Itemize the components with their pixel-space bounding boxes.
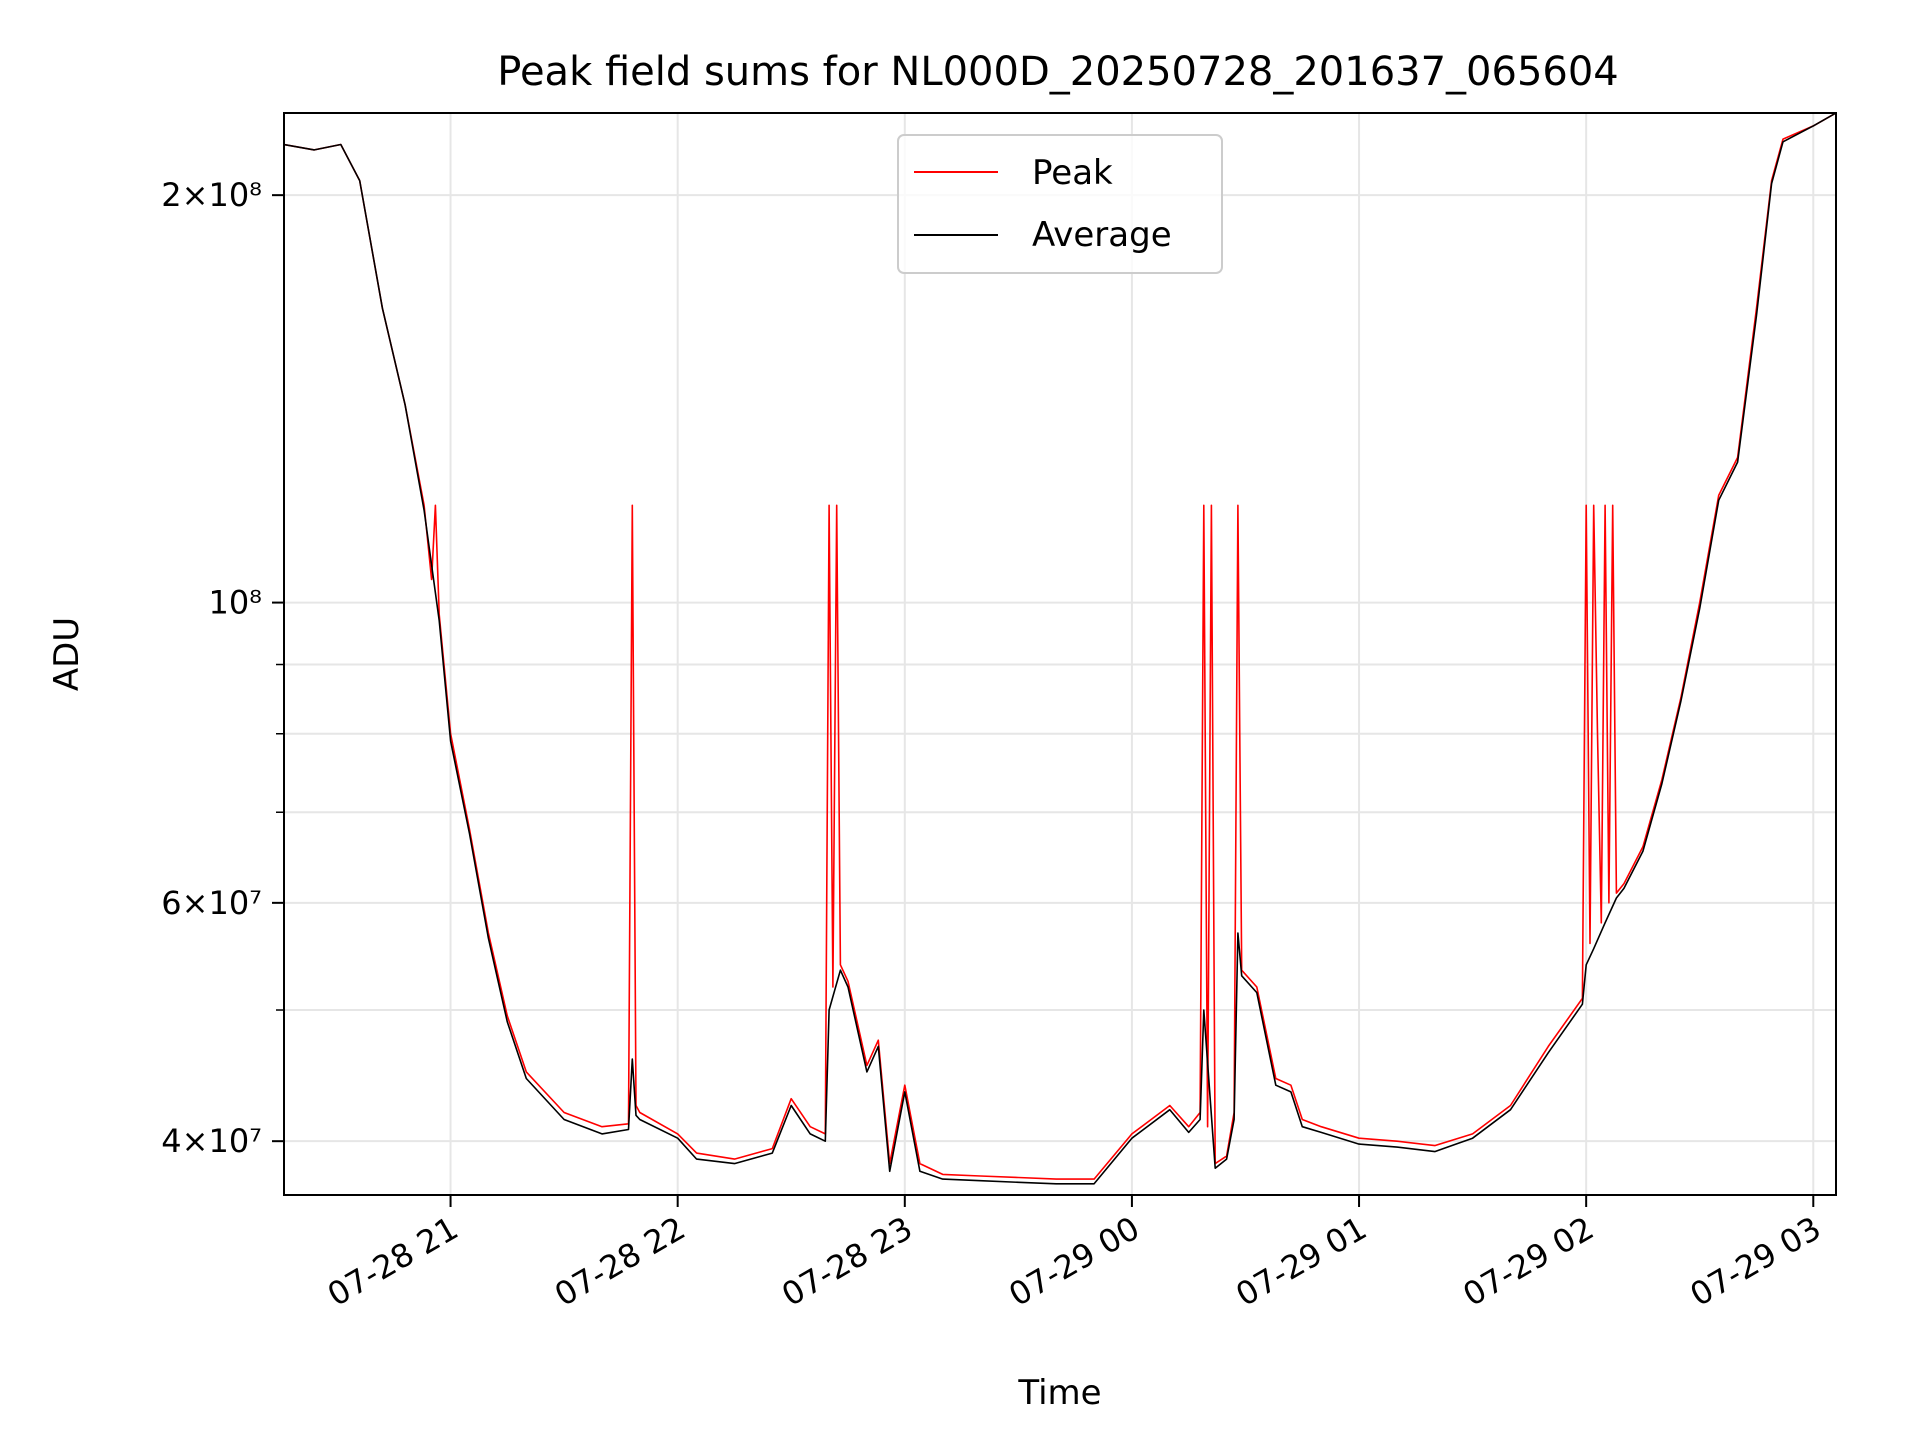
- series-line-peak: [284, 113, 1836, 1180]
- series-line-average: [284, 113, 1836, 1185]
- x-axis-label: Time: [1017, 1373, 1101, 1413]
- y-axis-label: ADU: [47, 617, 87, 691]
- grid: [284, 113, 1836, 1195]
- y-tick-label: 6×10⁷: [161, 884, 262, 922]
- legend: Peak Average: [897, 134, 1223, 274]
- legend-label-peak: Peak: [1032, 153, 1113, 193]
- y-tick-label: 2×10⁸: [161, 176, 262, 214]
- series-layer: [284, 113, 1836, 1185]
- legend-box: [897, 134, 1223, 274]
- y-axis: 2×10⁸ 10⁸ 6×10⁷ 4×10⁷: [161, 176, 284, 1160]
- legend-label-average: Average: [1032, 215, 1172, 255]
- plot-frame: [283, 112, 1837, 1196]
- y-tick-label: 10⁸: [208, 584, 262, 622]
- y-tick-label: 4×10⁷: [161, 1122, 262, 1160]
- chart-title: Peak field sums for NL000D_20250728_2016…: [497, 49, 1618, 95]
